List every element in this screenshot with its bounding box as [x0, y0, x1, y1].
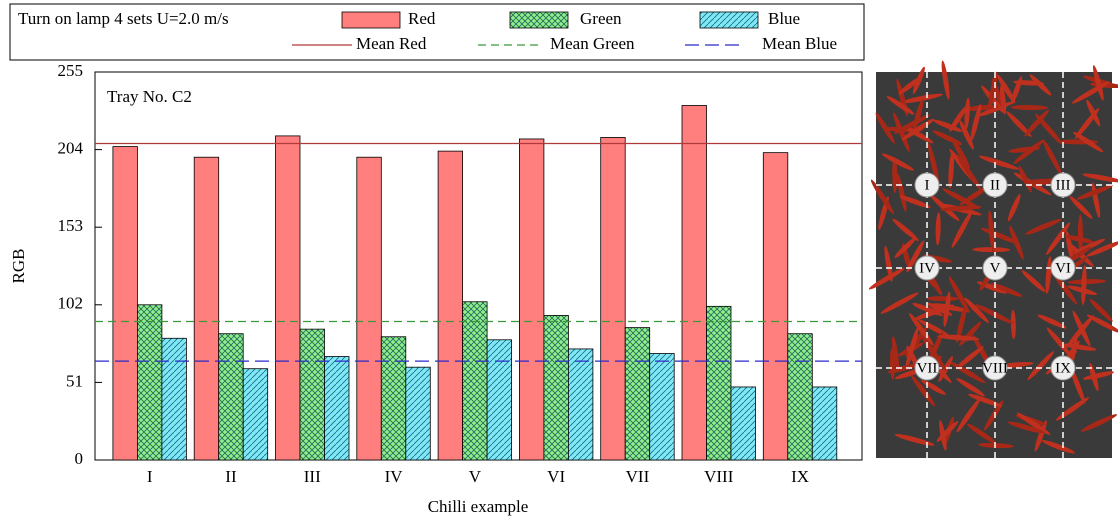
bar: [601, 137, 626, 460]
x-axis-label: Chilli example: [428, 497, 529, 516]
legend-label: Mean Red: [356, 34, 427, 53]
bar: [788, 334, 813, 460]
legend-label: Mean Green: [550, 34, 635, 53]
bar: [137, 305, 162, 460]
inner-label: Tray No. C2: [107, 87, 192, 106]
bar: [406, 367, 431, 460]
bar: [763, 153, 788, 460]
legend-label: Red: [408, 9, 436, 28]
bar: [682, 105, 707, 460]
bar: [162, 338, 187, 460]
x-tick-label: II: [225, 467, 237, 486]
x-tick-label: I: [147, 467, 153, 486]
x-tick-label: VIII: [704, 467, 734, 486]
bar: [625, 328, 650, 460]
photo-label: II: [990, 177, 1000, 193]
photo-label: V: [990, 260, 1001, 276]
bar: [276, 136, 301, 460]
y-tick-label: 51: [66, 371, 83, 390]
y-tick-label: 153: [58, 216, 84, 235]
bar: [519, 139, 544, 460]
x-tick-label: IV: [385, 467, 404, 486]
x-tick-label: VII: [626, 467, 650, 486]
y-tick-label: 255: [58, 61, 84, 80]
photo-label: VII: [917, 360, 938, 376]
bar: [731, 387, 756, 460]
y-tick-label: 102: [58, 294, 84, 313]
bar: [194, 157, 219, 460]
legend-label: Green: [580, 9, 622, 28]
legend-label: Blue: [768, 9, 800, 28]
legend-swatch: [342, 12, 400, 28]
bar: [544, 315, 569, 460]
y-tick-label: 0: [75, 449, 84, 468]
bar: [113, 147, 137, 460]
bar: [300, 329, 325, 460]
legend-swatch: [700, 12, 758, 28]
chart: Turn on lamp 4 sets U=2.0 m/s Tray No. C…: [0, 0, 1118, 525]
bar: [707, 306, 732, 460]
bar: [243, 369, 268, 460]
legend-label: Mean Blue: [762, 34, 837, 53]
bar: [325, 357, 350, 460]
x-tick-label: IX: [791, 467, 809, 486]
bar: [438, 151, 463, 460]
x-tick-label: VI: [547, 467, 565, 486]
page: {"chart_data": {"type": "bar", "annotati…: [0, 0, 1118, 525]
x-tick-label: V: [469, 467, 482, 486]
bar: [381, 337, 406, 460]
bar: [219, 334, 244, 460]
bar: [357, 157, 382, 460]
photo-label: VIII: [982, 360, 1008, 376]
bar: [463, 302, 488, 460]
y-tick-label: 204: [58, 139, 84, 158]
bar: [568, 349, 593, 460]
y-axis-label: RGB: [9, 249, 28, 284]
photo-label: I: [925, 177, 930, 193]
bar: [650, 353, 675, 460]
photo-label: III: [1056, 177, 1071, 193]
annotation: Turn on lamp 4 sets U=2.0 m/s: [18, 9, 229, 28]
photo-label: VI: [1055, 260, 1071, 276]
legend-swatch: [510, 12, 568, 28]
photo-label: IX: [1055, 360, 1071, 376]
x-tick-label: III: [304, 467, 321, 486]
photo-label: IV: [919, 260, 935, 276]
bar: [812, 387, 837, 460]
bar: [487, 340, 512, 460]
